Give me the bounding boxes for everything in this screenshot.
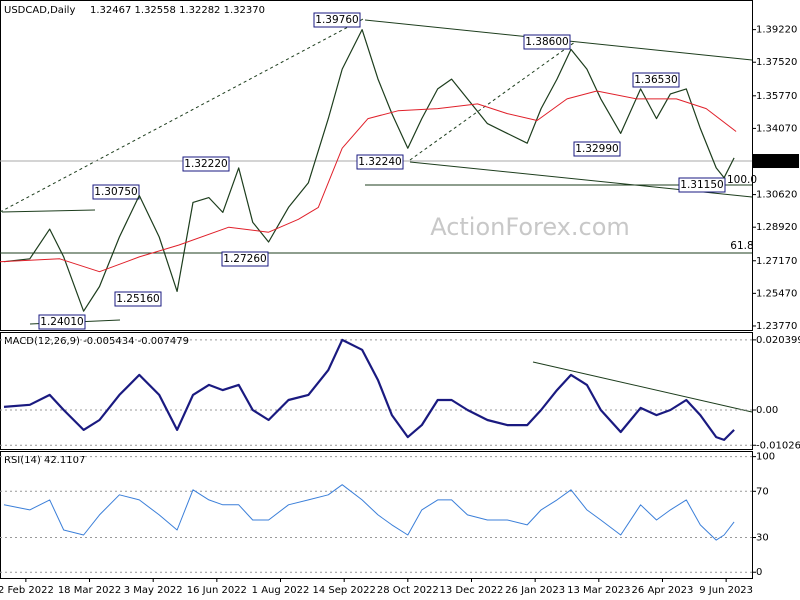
macd-trend-line	[532, 361, 753, 413]
x-tick-label: 28 Oct 2022	[377, 585, 439, 596]
x-tick-label: 1 Aug 2022	[252, 585, 310, 596]
annotation: 1.24010	[40, 316, 83, 328]
annotation-box	[678, 177, 726, 193]
y-tick-label: 1.39220	[756, 25, 797, 36]
annotation: 1.27260	[223, 253, 266, 265]
y-tick-label: 0.020399	[756, 335, 800, 346]
annotation-box	[221, 251, 269, 267]
annotation-box	[523, 34, 571, 50]
support-line	[1, 209, 96, 213]
x-tick-label: 14 Sep 2022	[312, 585, 375, 596]
annotation: 1.25160	[116, 293, 159, 305]
y-tick-label: 1.35770	[756, 91, 797, 102]
annotation: 1.39760	[315, 14, 358, 26]
annotation-box	[92, 184, 140, 200]
annotation: 1.32240	[358, 156, 401, 168]
annotation: 1.32220	[184, 158, 227, 170]
y-tick-label: 1.27170	[756, 256, 797, 267]
y-tick-label: 1.23770	[756, 321, 797, 332]
chart-title: USDCAD,Daily	[4, 5, 75, 16]
series-line	[0, 90, 737, 273]
annotation-box	[313, 12, 361, 28]
x-tick-label: 13 Mar 2023	[567, 585, 630, 596]
price-frame	[0, 0, 753, 331]
annotation: 1.38600	[525, 36, 568, 48]
annotation: 1.31150	[680, 179, 723, 191]
x-tick-label: 26 Apr 2023	[632, 585, 694, 596]
trend-line	[0, 17, 366, 213]
y-tick-label: 100	[756, 452, 775, 463]
series-line	[3, 484, 735, 541]
y-tick-label: 1.30620	[756, 190, 797, 201]
y-tick-label: 1.34070	[756, 123, 797, 134]
chart-subtitle: 1.32467 1.32558 1.32282 1.32370	[90, 5, 265, 16]
x-tick-label: 3 May 2022	[124, 585, 183, 596]
last-price-label: 1.32370	[756, 156, 797, 167]
annotation-box	[38, 314, 86, 330]
annotation: 1.30750	[94, 186, 137, 198]
annotation: 61.8	[730, 240, 753, 252]
annotation-box	[356, 154, 404, 170]
y-tick-label: 1.25470	[756, 288, 797, 299]
trend-line	[409, 41, 576, 161]
x-tick-label: 2 Feb 2022	[0, 585, 54, 596]
series-line	[3, 29, 735, 312]
annotation-box	[114, 291, 162, 307]
rsi-frame	[0, 451, 753, 579]
y-tick-label: 1.28920	[756, 222, 797, 233]
frames	[0, 0, 753, 579]
annotation: 1.32990	[575, 143, 618, 155]
y-tick-label: 1.37520	[756, 57, 797, 68]
y-tick-label: 0.00	[756, 405, 778, 416]
y-tick-label: 70	[756, 486, 769, 497]
last-price-box	[753, 154, 799, 169]
x-tick-label: 16 Jun 2022	[187, 585, 247, 596]
series-line	[3, 338, 735, 441]
annotation-box	[182, 156, 230, 172]
macd-frame	[0, 332, 753, 450]
rsi-title: RSI(14) 42.1107	[4, 455, 85, 466]
watermark: ActionForex.com	[430, 213, 630, 241]
annotation: 1.36530	[634, 74, 677, 86]
annotation: 100.0	[727, 174, 757, 186]
y-tick-label: 30	[756, 533, 769, 544]
x-tick-label: 18 Mar 2022	[58, 585, 121, 596]
annotation-box	[573, 141, 621, 157]
y-tick-label: 0	[756, 567, 762, 578]
annotation-box	[632, 72, 680, 88]
macd-title: MACD(12,26,9) -0.005434 -0.007479	[4, 336, 189, 347]
x-tick-label: 13 Dec 2022	[440, 585, 504, 596]
x-tick-label: 9 Jun 2023	[699, 585, 753, 596]
x-tick-label: 26 Jan 2023	[505, 585, 565, 596]
y-tick-label: -0.01026	[756, 440, 800, 451]
